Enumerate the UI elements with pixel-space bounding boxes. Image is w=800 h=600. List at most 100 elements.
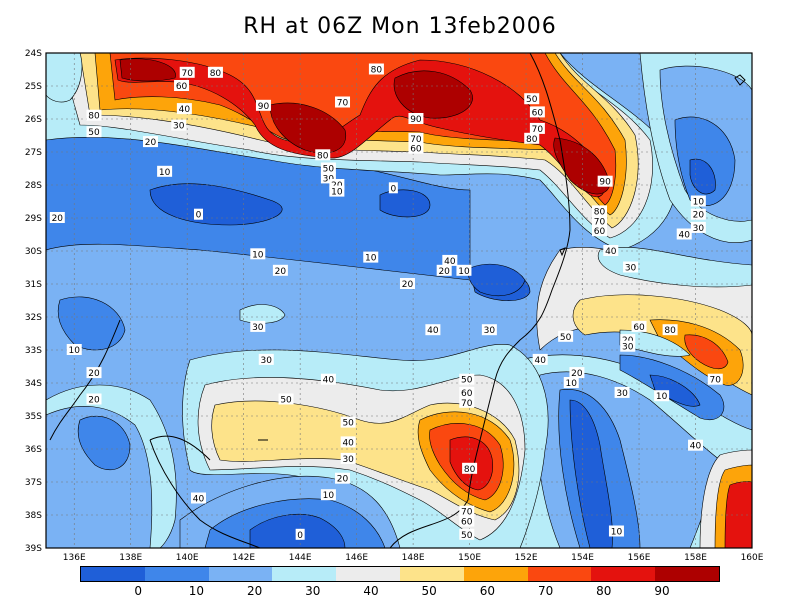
contour-label-bg: [272, 264, 288, 276]
contour-label: 20: [436, 264, 452, 277]
contour-label-text: 50: [88, 128, 100, 138]
contour-label-bg: [690, 195, 706, 207]
contour-label-text: 20: [88, 369, 100, 379]
contour-label-bg: [363, 251, 379, 263]
contour-label-text: 50: [461, 531, 473, 541]
contour-label-text: 40: [444, 257, 456, 267]
contour-label-bg: [614, 386, 630, 398]
lon-tick-label: 148E: [402, 553, 425, 560]
lon-tick-label: 140E: [176, 553, 199, 560]
contour-label-bg: [258, 353, 274, 365]
contour-label-bg: [66, 344, 82, 355]
map-title: RH at 06Z Mon 13feb2006: [243, 14, 557, 39]
contour-label-text: 70: [461, 508, 473, 518]
contour-label: 30: [690, 221, 706, 234]
contour-label: 10: [66, 344, 82, 356]
contour-label-bg: [193, 208, 203, 220]
contour-label: 0: [295, 528, 305, 541]
lat-tick-label: 32S: [25, 313, 42, 323]
rh-contour-map: 8050708060403020908070809070605030201001…: [25, 49, 764, 560]
lon-tick-label: 156E: [628, 553, 651, 560]
contour-label-text: 20: [693, 211, 705, 221]
contour-label-bg: [86, 109, 102, 121]
contour-label-bg: [620, 340, 636, 352]
contour-label-text: 20: [337, 475, 349, 485]
contour-label: 30: [620, 340, 636, 353]
contour-label-text: 10: [656, 392, 668, 402]
contour-label-text: 50: [323, 165, 335, 175]
lat-tick-label: 33S: [25, 346, 42, 356]
lat-tick-label: 35S: [25, 412, 42, 422]
contour-label-text: 30: [342, 455, 354, 465]
contour-label: 60: [408, 142, 424, 155]
contour-label-bg: [207, 66, 223, 78]
colorbar-swatch: [527, 567, 592, 581]
contour-label-text: 20: [275, 267, 287, 277]
contour-label: 30: [340, 452, 356, 465]
lat-tick-label: 24S: [25, 49, 42, 59]
colorbar-label: 80: [596, 584, 612, 598]
contour-label: 40: [603, 245, 619, 257]
contour-label: 80: [524, 132, 540, 145]
contour-label-text: 40: [342, 438, 354, 448]
lat-tick-label: 25S: [25, 82, 42, 92]
contour-label-text: 80: [664, 326, 676, 336]
contour-label-bg: [250, 248, 266, 260]
contour-label-text: 90: [258, 102, 270, 112]
contour-label: 30: [258, 353, 274, 366]
contour-label: 30: [614, 386, 630, 399]
plot-frame: [45, 52, 753, 549]
contour-label-text: 60: [594, 227, 606, 237]
contour-label: 10: [563, 377, 579, 389]
contour-label-bg: [425, 324, 441, 336]
contour-label-text: 20: [438, 267, 450, 277]
contour-label: 70: [459, 396, 475, 409]
contour-label-text: 40: [534, 356, 546, 366]
lon-tick-label: 136E: [63, 553, 86, 560]
contour-label-text: 10: [331, 188, 343, 198]
contour-label: 10: [157, 165, 173, 178]
colorbar-swatch: [208, 567, 273, 581]
contour-label-text: 50: [526, 95, 538, 105]
contour-label: 80: [462, 462, 478, 475]
contour-label-text: 60: [461, 389, 473, 399]
contour-label: 10: [654, 390, 670, 402]
contour-label: 80: [662, 324, 678, 336]
contour-label-text: 50: [461, 376, 473, 386]
contour-label: 70: [408, 132, 424, 145]
contour-label: 70: [707, 373, 723, 386]
contour-label-bg: [688, 439, 704, 451]
contour-label-text: 50: [342, 419, 354, 429]
colorbar-swatch: [336, 567, 400, 581]
contour-label-text: 30: [622, 343, 634, 353]
contour-label-text: 80: [88, 112, 100, 122]
contour-label-bg: [171, 119, 187, 131]
contour-label-bg: [529, 122, 545, 134]
contour-label-bg: [563, 377, 579, 388]
contour-label-bg: [157, 165, 173, 177]
contour-label-bg: [558, 330, 574, 342]
contour-label-text: 10: [159, 168, 171, 178]
contour-label: 50: [86, 126, 102, 138]
latitude-ticks: 24S 25S 26S 27S 28S 29S 30S 31S 32S 33S 34S 35S 36S 3…: [25, 49, 42, 554]
contour-label-text: 70: [461, 399, 473, 409]
colorbar-swatch: [655, 567, 719, 581]
contour-label: 70: [592, 215, 608, 227]
contour-label-text: 20: [145, 138, 157, 148]
contour-label-bg: [459, 515, 475, 527]
colorbar-swatch: [591, 567, 656, 581]
contour-label-bg: [603, 245, 619, 256]
contour-label-bg: [459, 386, 475, 398]
contour-label-text: 70: [410, 135, 422, 145]
contour-label-text: 10: [566, 379, 578, 389]
contour-label-text: 80: [464, 465, 476, 475]
contour-label: 20: [49, 212, 65, 224]
contour-label-bg: [597, 175, 613, 187]
contour-label: 40: [320, 373, 336, 386]
contour-label-text: 30: [484, 326, 496, 336]
contour-label: 60: [459, 386, 475, 399]
colorbar-label: 70: [537, 584, 554, 598]
lon-tick-label: 150E: [458, 553, 481, 560]
lat-tick-label: 38S: [25, 511, 42, 521]
lon-tick-label: 144E: [289, 553, 312, 560]
